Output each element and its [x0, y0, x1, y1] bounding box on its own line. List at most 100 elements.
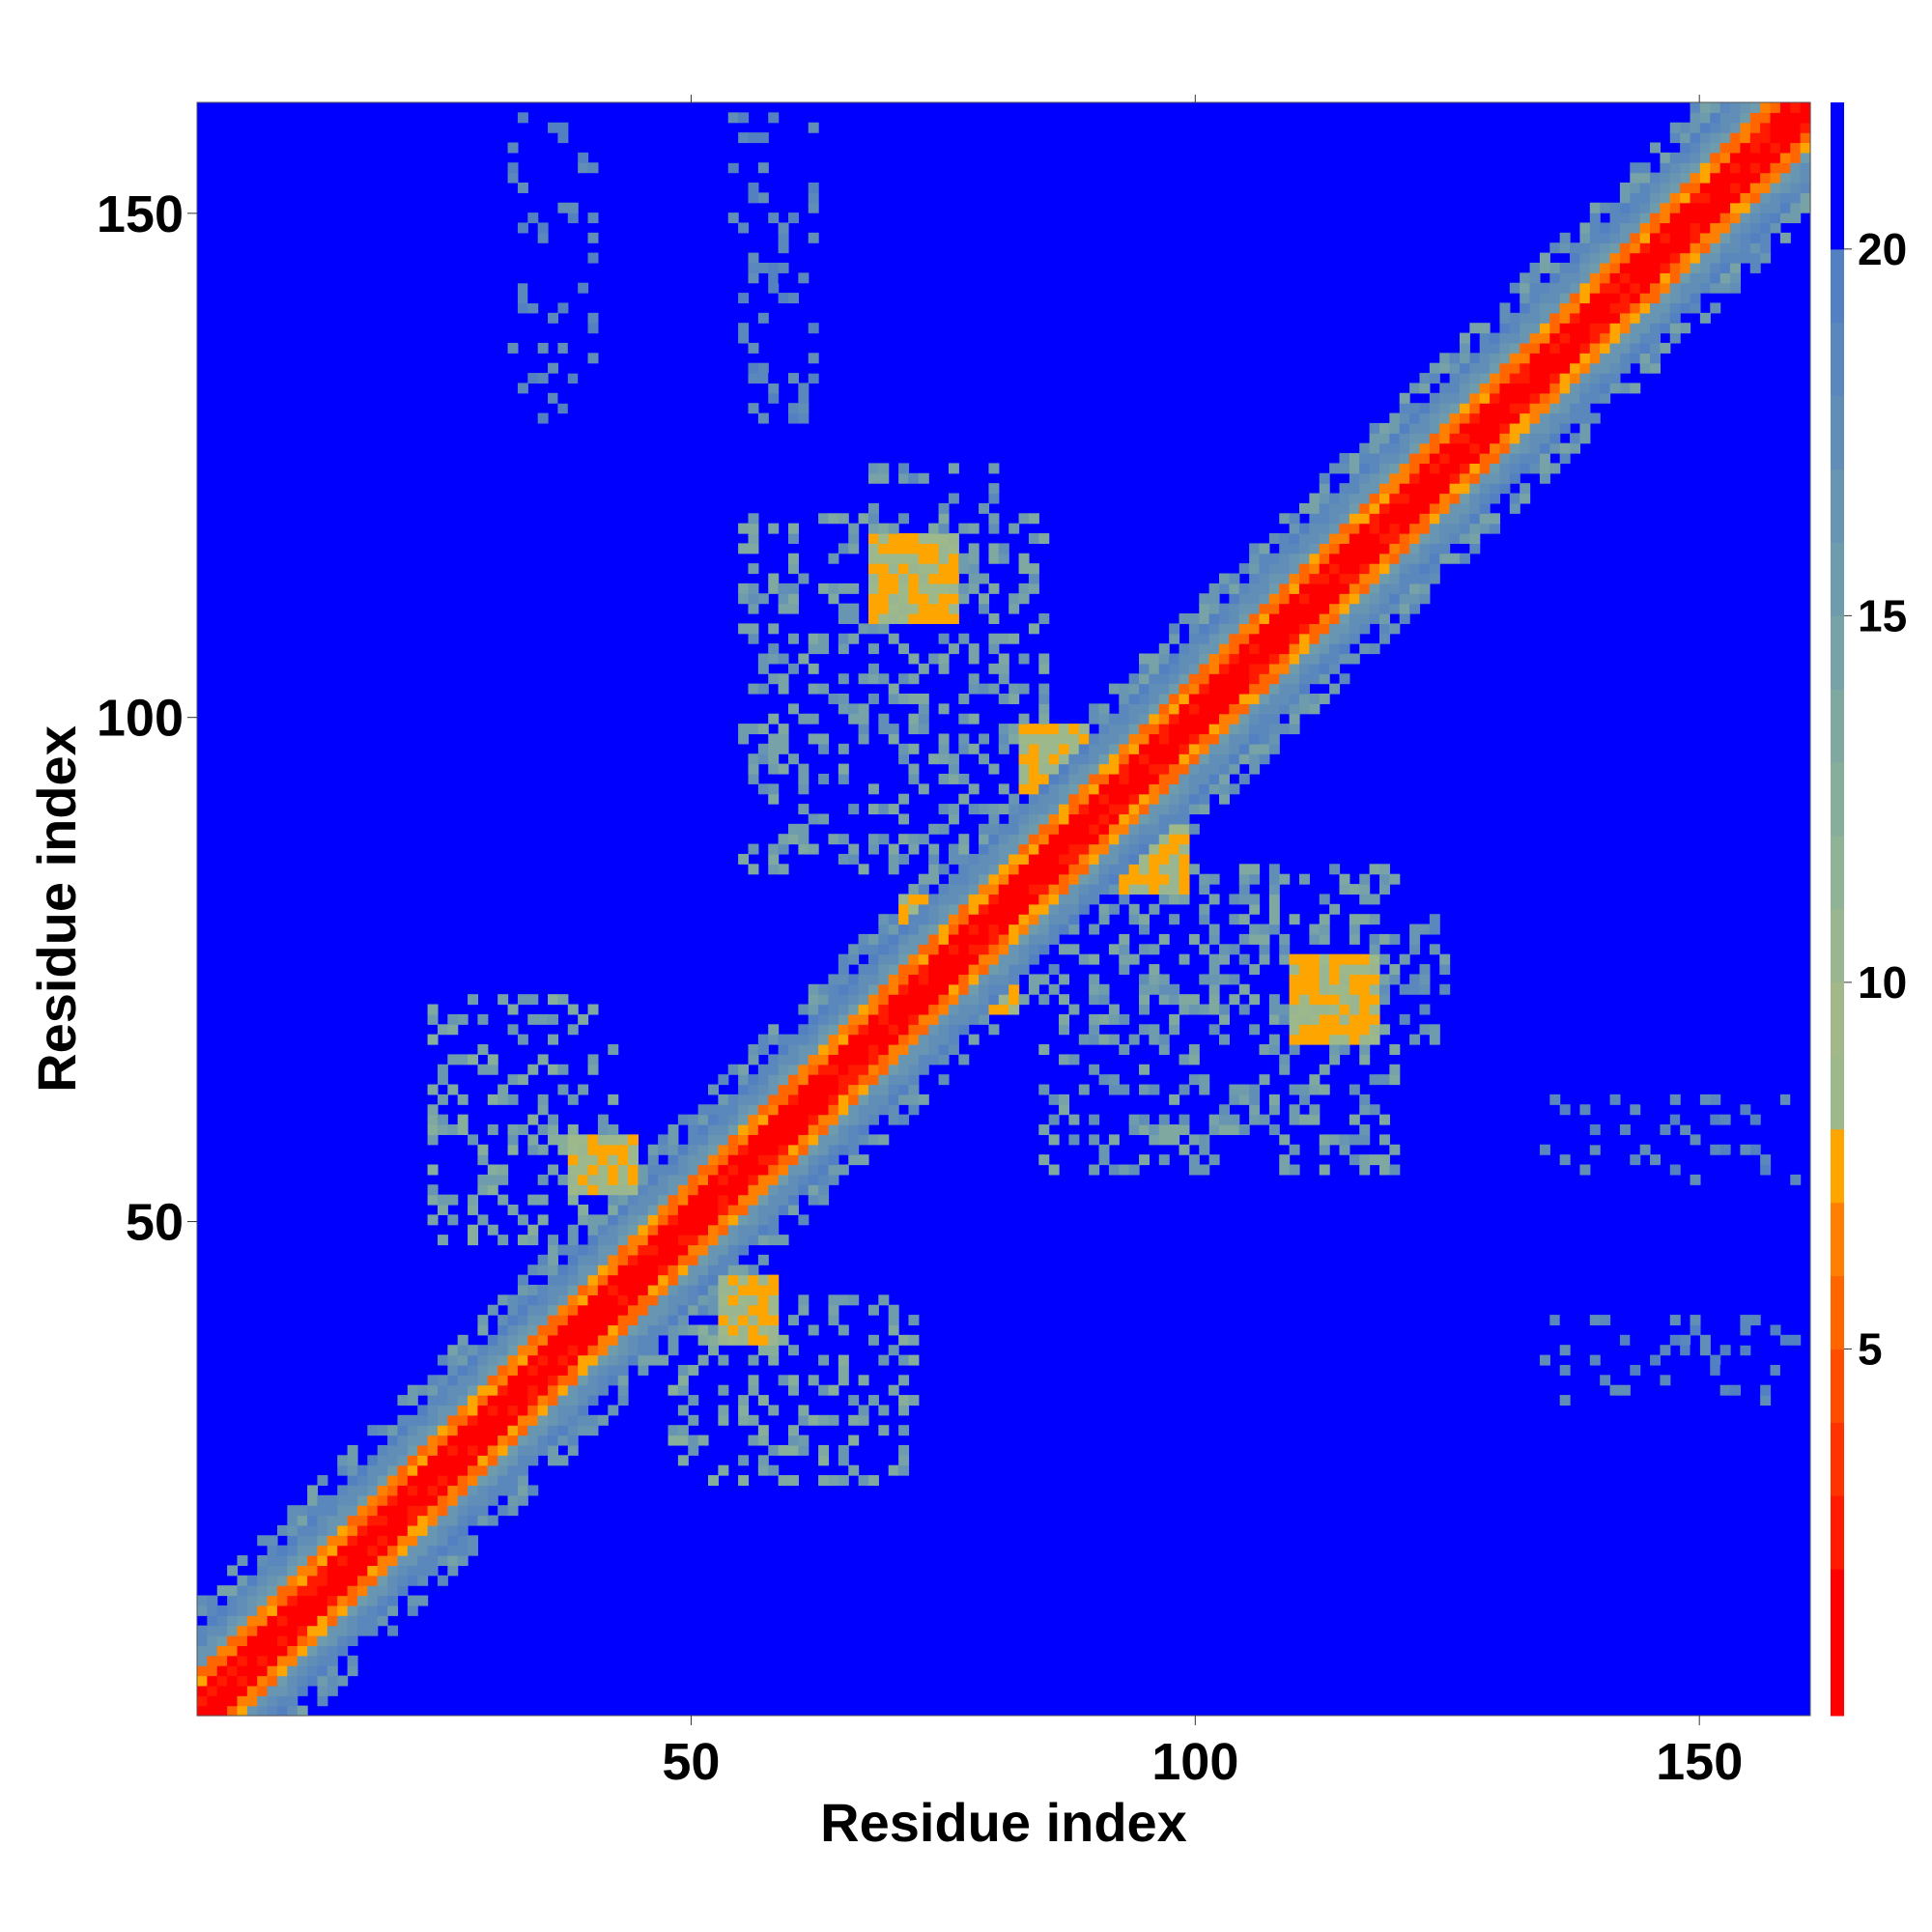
heatmap-cell	[1539, 403, 1550, 414]
heatmap-cell	[1339, 453, 1350, 465]
heatmap-cell	[548, 1444, 559, 1456]
heatmap-cell	[1369, 603, 1380, 614]
heatmap-cell	[587, 1315, 599, 1326]
heatmap-cell	[197, 1645, 208, 1657]
heatmap-cell	[1028, 983, 1039, 995]
heatmap-cell	[1329, 953, 1341, 965]
heatmap-cell	[1188, 1004, 1200, 1015]
heatmap-cell	[1429, 563, 1440, 575]
heatmap-cell	[587, 1174, 599, 1185]
heatmap-cell	[507, 1444, 519, 1456]
heatmap-cell	[888, 724, 899, 735]
heatmap-cell	[487, 1425, 498, 1436]
heatmap-cell	[1279, 933, 1291, 945]
heatmap-cell	[888, 933, 899, 945]
heatmap-cell	[317, 1615, 328, 1627]
heatmap-cell	[537, 1294, 549, 1306]
heatmap-cell	[979, 753, 990, 765]
heatmap-cell	[878, 1425, 890, 1436]
heatmap-cell	[548, 1395, 559, 1406]
heatmap-cell	[317, 1695, 328, 1707]
heatmap-cell	[537, 1334, 549, 1346]
heatmap-cell	[1469, 493, 1481, 504]
heatmap-cell	[1399, 593, 1410, 605]
heatmap-cell	[507, 1204, 519, 1215]
heatmap-cell	[1650, 323, 1662, 334]
heatmap-cell	[958, 743, 970, 754]
heatmap-cell	[757, 1154, 769, 1166]
heatmap-cell	[1539, 422, 1550, 434]
heatmap-cell	[748, 763, 759, 775]
heatmap-cell	[257, 1555, 269, 1567]
heatmap-cell	[1650, 252, 1662, 264]
heatmap-cell	[1419, 483, 1431, 495]
heatmap-cell	[867, 582, 879, 594]
heatmap-cell	[307, 1665, 319, 1677]
heatmap-cell	[417, 1464, 429, 1476]
heatmap-cell	[1419, 593, 1431, 605]
heatmap-cell	[768, 1274, 780, 1286]
heatmap-cell	[517, 1395, 528, 1406]
heatmap-cell	[1699, 252, 1711, 264]
heatmap-cell	[1429, 463, 1440, 474]
heatmap-cell	[1208, 923, 1220, 935]
heatmap-cell	[757, 1134, 769, 1146]
heatmap-cell	[1028, 903, 1039, 915]
heatmap-cell	[1268, 643, 1280, 655]
heatmap-cell	[828, 693, 839, 704]
heatmap-cell	[1188, 703, 1200, 715]
heatmap-cell	[1268, 593, 1280, 605]
heatmap-cell	[908, 593, 920, 605]
heatmap-cell	[787, 633, 799, 644]
heatmap-cell	[628, 1264, 639, 1276]
heatmap-cell	[1018, 964, 1030, 976]
heatmap-cell	[407, 1545, 418, 1556]
heatmap-cell	[658, 1204, 669, 1215]
heatmap-cell	[938, 933, 950, 945]
heatmap-cell	[1419, 964, 1431, 976]
heatmap-cell	[1009, 923, 1020, 935]
heatmap-cell	[1169, 994, 1180, 1006]
heatmap-cell	[1479, 453, 1491, 465]
heatmap-cell	[1169, 763, 1180, 775]
heatmap-cell	[1609, 293, 1621, 304]
heatmap-cell	[1098, 823, 1110, 835]
heatmap-cell	[437, 1114, 448, 1125]
heatmap-cell	[497, 1094, 509, 1105]
heatmap-cell	[407, 1425, 418, 1436]
heatmap-cell	[1509, 362, 1520, 374]
heatmap-cell	[858, 1074, 869, 1086]
heatmap-cell	[1479, 513, 1491, 525]
heatmap-cell	[1459, 523, 1470, 534]
heatmap-cell	[1108, 753, 1120, 765]
heatmap-cell	[1378, 493, 1390, 504]
heatmap-cell	[1208, 623, 1220, 635]
heatmap-cell	[1399, 392, 1410, 404]
heatmap-cell	[517, 1485, 528, 1496]
heatmap-cell	[216, 1705, 228, 1717]
heatmap-cell	[1259, 944, 1270, 955]
heatmap-cell	[1128, 953, 1140, 965]
heatmap-cell	[1028, 733, 1039, 745]
heatmap-cell	[587, 373, 599, 384]
heatmap-cell	[1139, 673, 1150, 685]
heatmap-cell	[317, 1625, 328, 1636]
heatmap-cell	[878, 983, 890, 995]
heatmap-cell	[1009, 853, 1020, 865]
heatmap-cell	[1469, 543, 1481, 554]
heatmap-cell	[1719, 1114, 1731, 1125]
heatmap-cell	[1319, 593, 1330, 605]
heatmap-cell	[1770, 122, 1781, 133]
heatmap-cell	[1359, 1134, 1371, 1146]
heatmap-cell	[1048, 843, 1060, 855]
heatmap-cell	[668, 1204, 679, 1215]
heatmap-cell	[958, 563, 970, 575]
heatmap-cell	[1439, 533, 1451, 544]
heatmap-cell	[437, 1555, 448, 1567]
heatmap-cell	[507, 1435, 519, 1446]
heatmap-cell	[417, 1555, 429, 1567]
heatmap-cell	[1449, 422, 1461, 434]
heatmap-cell	[818, 1044, 830, 1055]
heatmap-cell	[1650, 272, 1662, 284]
heatmap-cell	[1660, 1375, 1671, 1386]
